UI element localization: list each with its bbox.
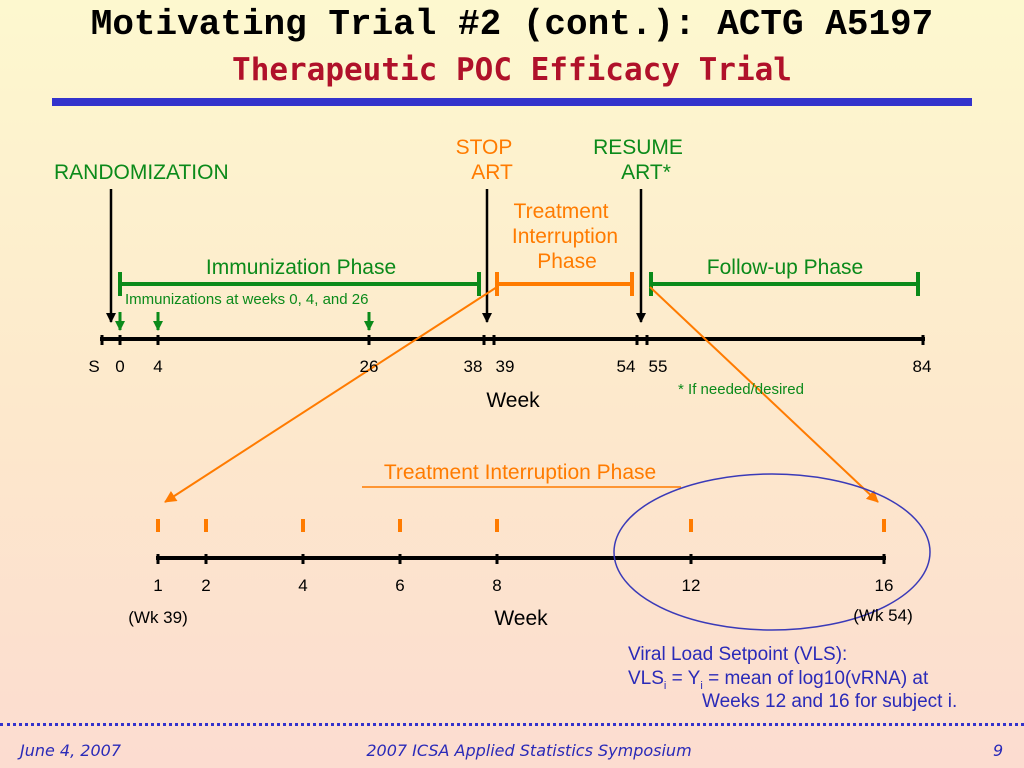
stop-art-label-line1: STOP bbox=[455, 136, 513, 159]
slide-subtitle: Therapeutic POC Efficacy Trial bbox=[232, 52, 792, 88]
randomization-label: RANDOMIZATION bbox=[54, 161, 229, 184]
stop-art-label-line2: ART bbox=[471, 161, 513, 184]
setpoint-ellipse bbox=[613, 473, 931, 631]
slide-title: Motivating Trial #2 (cont.): ACTG A5197 bbox=[90, 4, 934, 45]
vls-formula-sub-i: i bbox=[700, 679, 703, 692]
top-timeline-ticks bbox=[100, 335, 925, 345]
bottom-tick-label: 6 bbox=[395, 576, 405, 595]
top-tick-label: 4 bbox=[153, 357, 163, 376]
top-tick-label: S bbox=[88, 357, 100, 376]
zoom-arrow-left bbox=[164, 286, 498, 503]
vls-formula-continued: Weeks 12 and 16 for subject i. bbox=[702, 691, 958, 712]
bottom-tick-label: 4 bbox=[298, 576, 308, 595]
immunization-phase-label: Immunization Phase bbox=[205, 256, 397, 279]
bottom-tick-label: 16 bbox=[874, 576, 894, 595]
bottom-tick-label: 1 bbox=[153, 576, 163, 595]
ti-phase-label-line1: Treatment bbox=[513, 200, 609, 223]
immunizations-note: Immunizations at weeks 0, 4, and 26 bbox=[125, 291, 369, 308]
wk39-label: (Wk 39) bbox=[128, 608, 188, 627]
footer-date: June 4, 2007 bbox=[20, 741, 121, 760]
ti-phase-label-line3: Phase bbox=[537, 250, 597, 273]
immunization-phase-bracket bbox=[118, 272, 481, 296]
top-tick-label: 0 bbox=[115, 357, 125, 376]
followup-phase-label: Follow-up Phase bbox=[706, 256, 864, 279]
bottom-tick-label: 2 bbox=[201, 576, 211, 595]
bottom-tick-label: 12 bbox=[681, 576, 701, 595]
vls-formula: VLSi = Yi = mean of log10(vRNA) at bbox=[628, 668, 928, 692]
visit-markers bbox=[156, 519, 886, 532]
top-week-axis-label: Week bbox=[486, 389, 540, 412]
top-tick-label: 38 bbox=[463, 357, 483, 376]
ti-phase-label-line2: Interruption bbox=[511, 225, 619, 248]
slide-number: 9 bbox=[993, 741, 1004, 760]
followup-phase-bracket bbox=[649, 272, 920, 296]
bottom-tick-label: 8 bbox=[492, 576, 502, 595]
ti-phase-bracket bbox=[495, 272, 634, 296]
bottom-timeline-ticks bbox=[156, 554, 886, 564]
vls-formula-lhs: VLS bbox=[628, 668, 664, 689]
zoom-arrow-right bbox=[649, 286, 879, 503]
top-tick-label: 84 bbox=[912, 357, 932, 376]
vls-formula-y: = Y bbox=[666, 668, 701, 689]
top-tick-label: 55 bbox=[648, 357, 668, 376]
wk54-label: (Wk 54) bbox=[853, 606, 913, 625]
vls-formula-rhs: = mean of log10(vRNA) at bbox=[702, 668, 929, 689]
title-underline bbox=[52, 98, 972, 106]
footer-event: 2007 ICSA Applied Statistics Symposium bbox=[366, 741, 692, 760]
top-tick-label: 39 bbox=[495, 357, 515, 376]
top-tick-label: 26 bbox=[359, 357, 379, 376]
bottom-week-axis-label: Week bbox=[494, 607, 548, 630]
if-needed-note: * If needed/desired bbox=[678, 381, 804, 398]
vls-heading: Viral Load Setpoint (VLS): bbox=[628, 644, 848, 665]
resume-art-label-line1: RESUME bbox=[593, 136, 683, 159]
resume-art-label-line2: ART* bbox=[621, 161, 671, 184]
ti-phase-title: Treatment Interruption Phase bbox=[383, 461, 657, 484]
top-tick-label: 54 bbox=[616, 357, 636, 376]
vls-formula-sub-i: i bbox=[663, 679, 667, 692]
footer-divider bbox=[0, 723, 1024, 726]
